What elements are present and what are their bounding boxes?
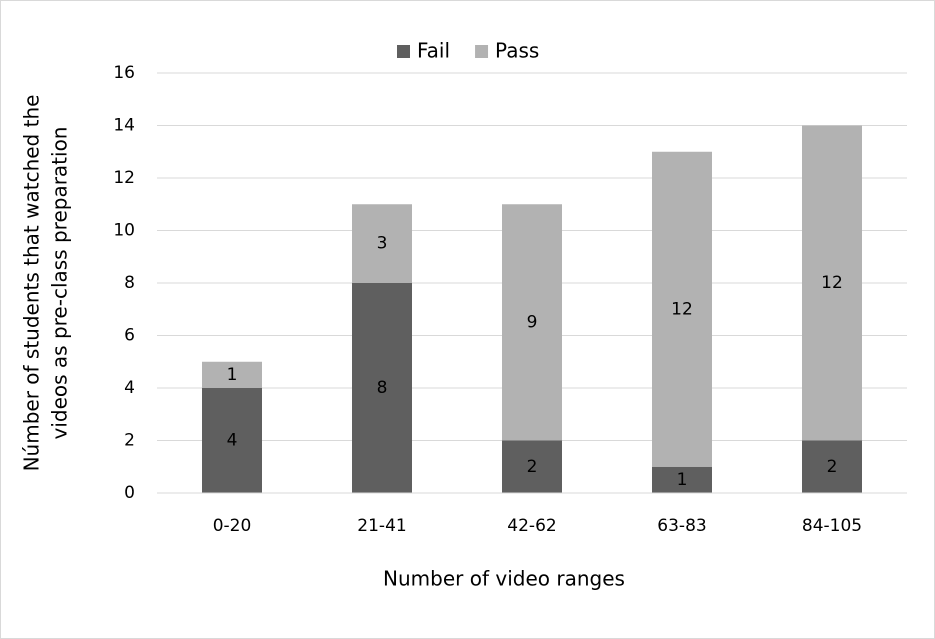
x-tick-label: 84-105 bbox=[802, 516, 862, 536]
y-tick-label: 8 bbox=[124, 273, 135, 293]
data-label: 9 bbox=[527, 312, 538, 332]
bar-segment bbox=[652, 151, 712, 467]
y-tick-label: 2 bbox=[124, 431, 135, 451]
legend-label: Pass bbox=[495, 39, 539, 63]
legend-swatch bbox=[475, 45, 489, 58]
bar-segment bbox=[652, 466, 712, 493]
data-label: 12 bbox=[821, 273, 843, 293]
y-axis-title-line: videos as pre-class preparation bbox=[48, 127, 72, 440]
bar-segment bbox=[202, 361, 262, 388]
y-axis-title-line: Númber of students that watched the bbox=[20, 95, 44, 472]
bar-segment bbox=[352, 204, 412, 283]
bar-segment bbox=[202, 388, 262, 493]
bar-segment bbox=[502, 440, 562, 493]
y-tick-label: 0 bbox=[124, 483, 135, 503]
y-tick-label: 6 bbox=[124, 326, 135, 346]
y-tick-label: 14 bbox=[113, 116, 135, 136]
y-axis-title: Númber of students that watched the vide… bbox=[20, 95, 72, 472]
data-label: 1 bbox=[677, 470, 688, 490]
y-tick-label: 12 bbox=[113, 168, 135, 188]
x-tick-label: 42-62 bbox=[507, 516, 556, 536]
y-tick-label: 16 bbox=[113, 63, 135, 83]
data-label: 3 bbox=[377, 234, 388, 254]
bar-segment bbox=[802, 440, 862, 493]
x-tick-label: 21-41 bbox=[357, 516, 406, 536]
x-tick-label: 63-83 bbox=[657, 516, 706, 536]
bar-segment bbox=[802, 125, 862, 441]
legend-swatch bbox=[397, 45, 410, 58]
data-label: 8 bbox=[377, 378, 388, 398]
y-tick-label: 4 bbox=[124, 378, 135, 398]
data-label: 2 bbox=[827, 457, 838, 477]
data-label: 12 bbox=[671, 299, 693, 319]
data-label: 2 bbox=[527, 457, 538, 477]
data-label: 1 bbox=[227, 365, 238, 385]
x-axis-title: Number of video ranges bbox=[383, 567, 625, 591]
data-label: 4 bbox=[227, 431, 238, 451]
x-tick-label: 0-20 bbox=[213, 516, 252, 536]
bar-segment bbox=[502, 204, 562, 441]
legend-label: Fail bbox=[417, 39, 450, 63]
y-tick-label: 10 bbox=[113, 221, 135, 241]
bar-segment bbox=[352, 283, 412, 493]
